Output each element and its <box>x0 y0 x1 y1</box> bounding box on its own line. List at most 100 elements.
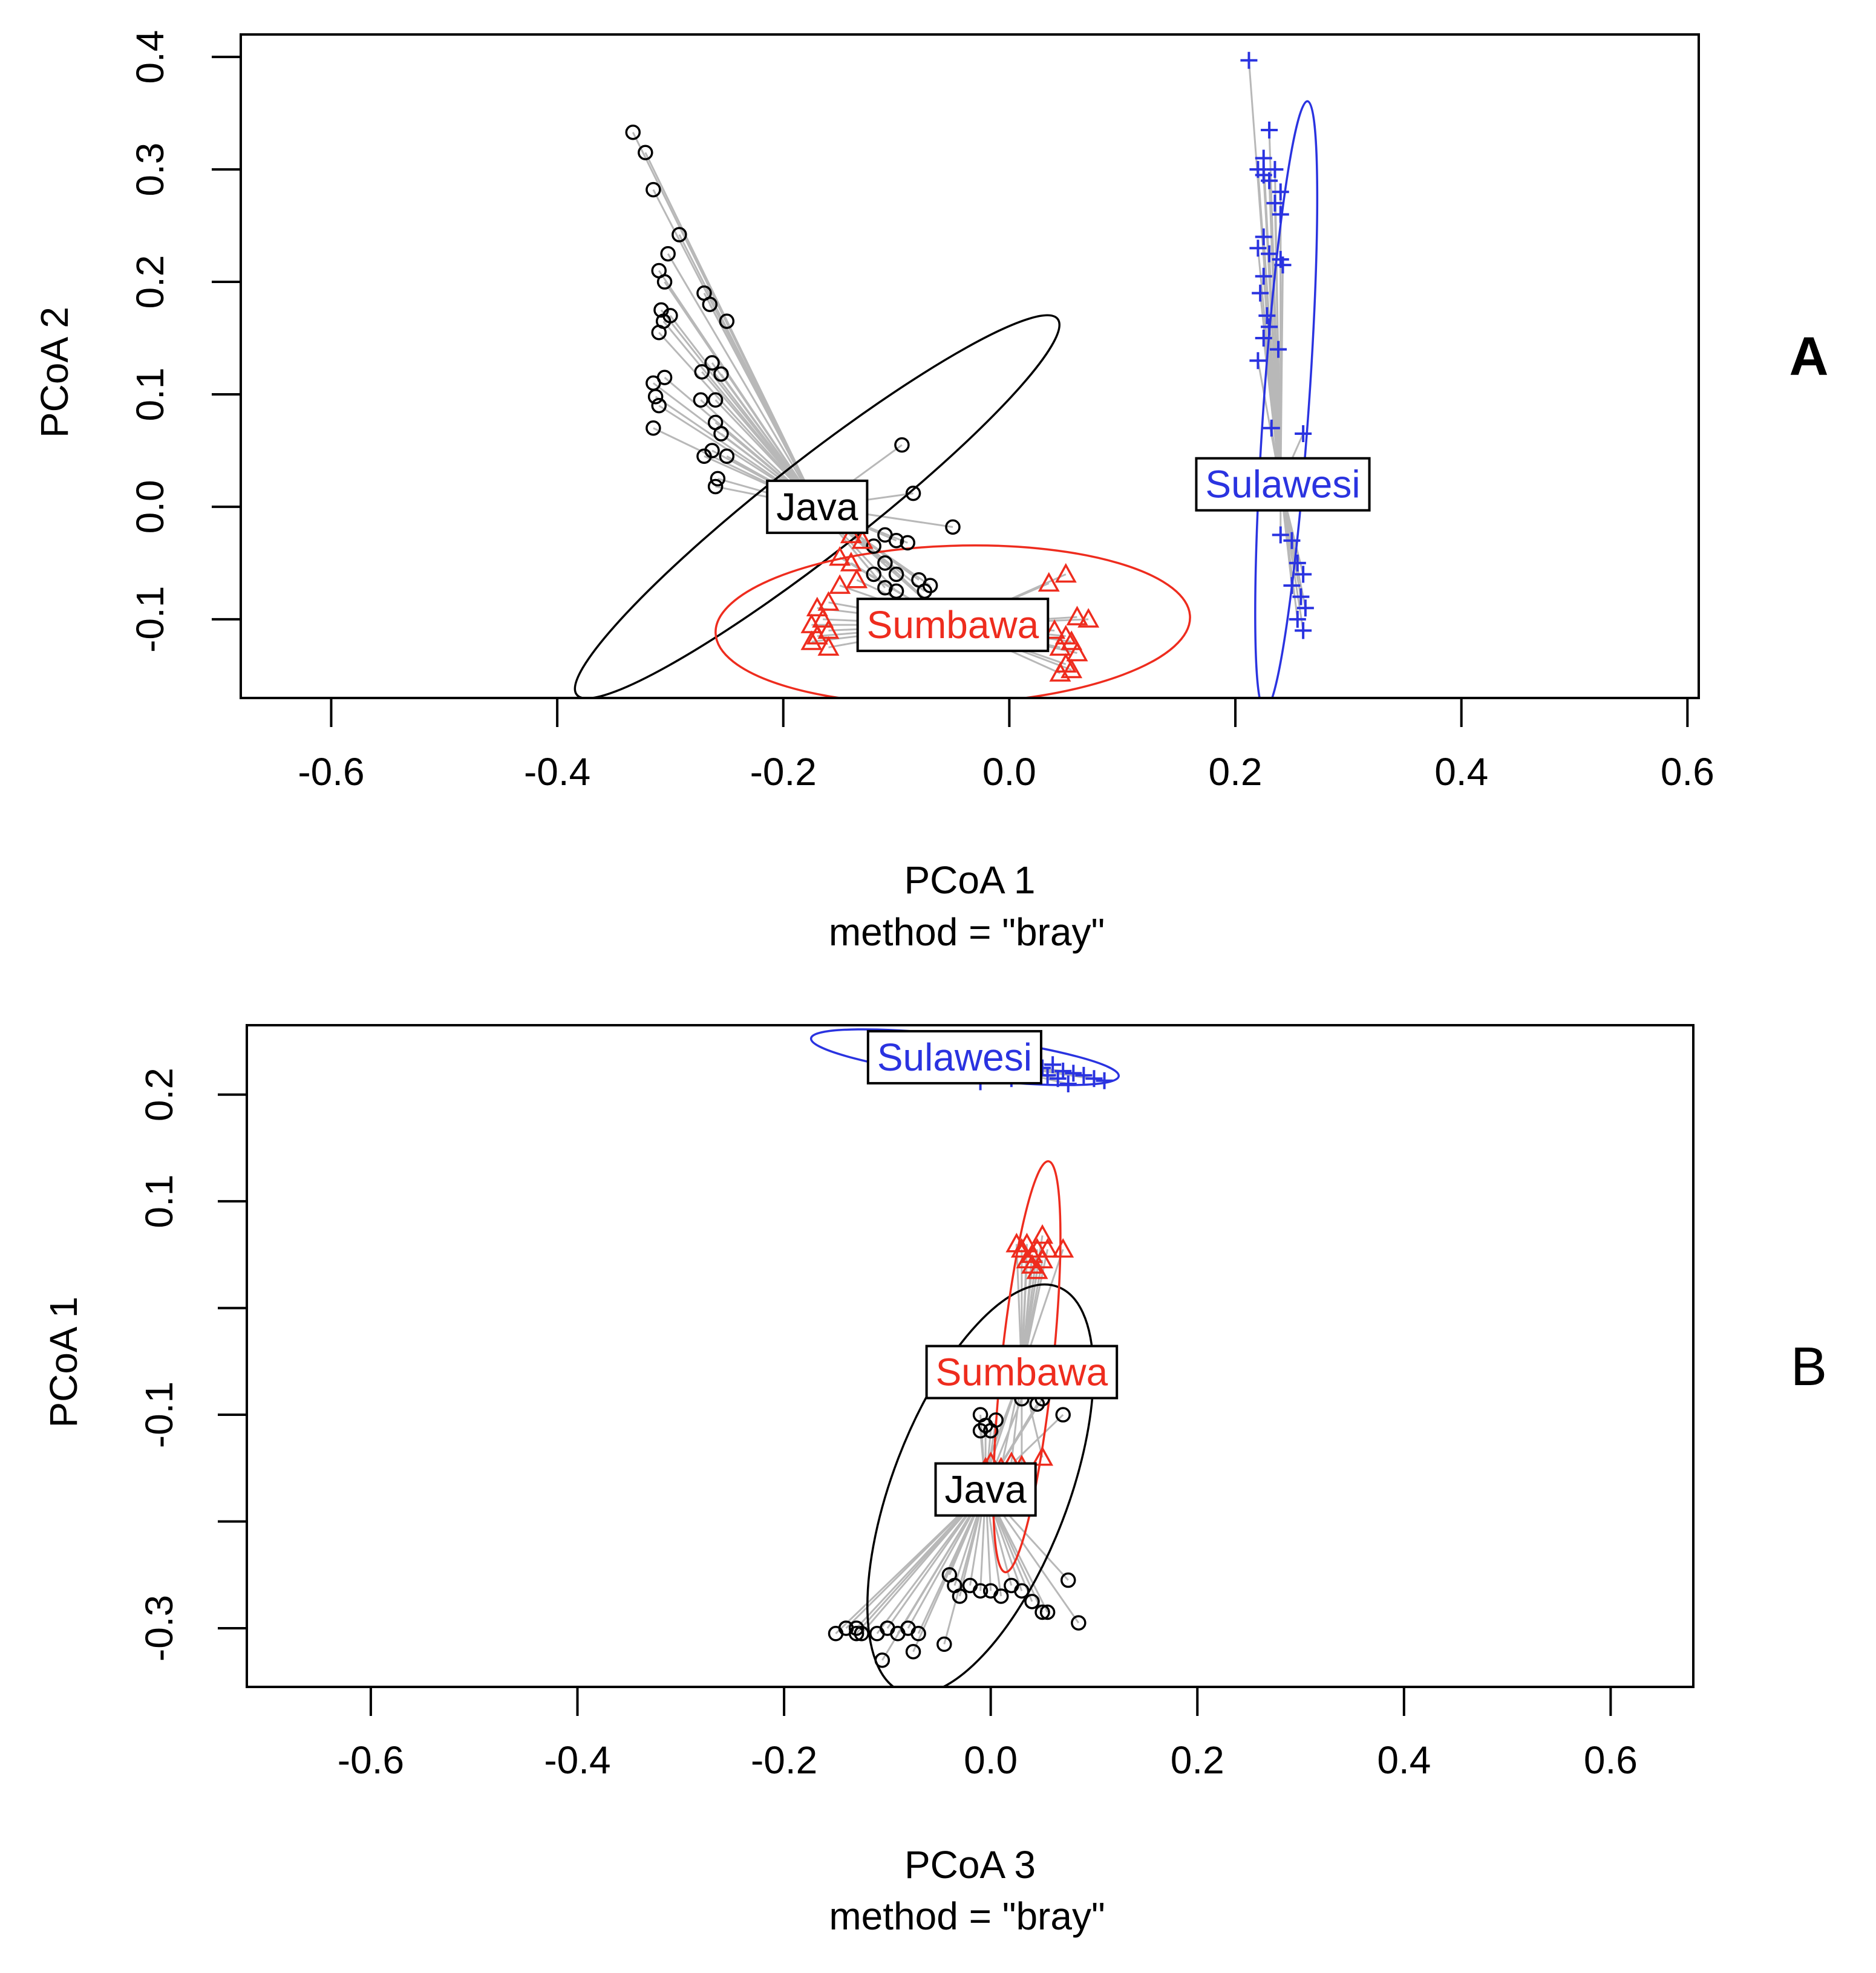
panel-a-java-point <box>656 274 673 290</box>
panel-b-sulawesi-point <box>1049 1070 1067 1088</box>
panel-a-java-point <box>660 246 676 262</box>
panel-b-sumbawa-point <box>1031 1224 1054 1244</box>
panel-a-sulawesi-point <box>1283 577 1301 595</box>
panel-a-sulawesi-point <box>1272 206 1289 223</box>
panel-b-letter: B <box>1791 1337 1827 1397</box>
panel-b-y-tick-label: 0.2 <box>137 1068 181 1121</box>
panel-b-java-label-text: Java <box>945 1468 1027 1512</box>
panel-b-java-label: Java <box>934 1462 1037 1517</box>
panel-b-java-point <box>982 1423 999 1439</box>
panel-b-x-tick-label: -0.2 <box>751 1738 817 1782</box>
panel-a-java-point <box>647 388 664 405</box>
panel-a-y-tick-label: 0.4 <box>128 30 172 84</box>
panel-b-sumbawa-label-box <box>925 1345 1119 1400</box>
panel-a-sumbawa-label: Sumbawa <box>856 598 1050 653</box>
panel-a-sulawesi-point <box>1296 599 1314 617</box>
panel-a-sumbawa-point <box>1061 658 1083 679</box>
panel-a-sulawesi-point <box>1295 622 1312 639</box>
panel-a-sulawesi-point <box>1249 240 1267 257</box>
panel-a-x-tick-label: 0.0 <box>982 750 1036 794</box>
panel-b-java-point <box>910 1626 926 1642</box>
panel-a-sumbawa-point <box>1038 572 1060 592</box>
panel-a-java-point <box>693 392 709 408</box>
panel-a-y-axis-label: PCoA 2 <box>33 307 76 438</box>
panel-a-sulawesi-point <box>1270 341 1287 358</box>
panel-a-spider-line <box>664 281 819 507</box>
panel-a-sulawesi-point <box>1261 318 1278 336</box>
panel-b-java-point <box>1039 1604 1056 1620</box>
panel-a-java-point <box>625 125 641 140</box>
panel-a-sumbawa-point <box>1077 608 1100 628</box>
panel-a-java-point <box>651 397 667 414</box>
panel-a-sulawesi-point <box>1249 352 1267 370</box>
panel-a-method-label: method = "bray" <box>829 910 1105 954</box>
panel-b-x-tick-label: 0.0 <box>964 1738 1018 1782</box>
panel-b-java-point <box>993 1588 1009 1604</box>
panel-a-sulawesi-ellipse <box>1254 100 1319 698</box>
panel-b-java-point <box>869 1626 885 1642</box>
panel-a-sulawesi-point <box>1258 307 1276 324</box>
panel-a-sumbawa-point <box>846 569 868 589</box>
panel-a-java-point <box>877 555 893 571</box>
panel-a-sulawesi-point <box>1255 228 1272 246</box>
panel-a-java-point <box>719 448 735 464</box>
panel-b-chart: Java Sumbawa Sulawesi -0.6 -0.4 -0.2 0.0 0.2 0.4… <box>42 1024 1827 1938</box>
panel-a-sulawesi-point <box>1252 284 1269 302</box>
panel-a-java-point <box>645 181 661 198</box>
panel-a-sulawesi-point <box>1255 149 1272 167</box>
panel-b-sumbawa-label: Sumbawa <box>925 1345 1119 1400</box>
panel-a-java-point <box>707 478 724 495</box>
panel-a-java-point <box>713 366 729 382</box>
panel-a-sumbawa-point <box>806 596 828 617</box>
panel-a-sulawesi-point <box>1255 330 1272 347</box>
panel-a-sumbawa-point <box>1054 563 1077 583</box>
panel-a-sumbawa-point <box>800 630 823 650</box>
panel-a-java-point <box>894 437 910 453</box>
panel-a-java-point <box>888 532 904 549</box>
panel-b-spider-line <box>881 1489 987 1661</box>
panel-b-x-tick-label: 0.2 <box>1171 1738 1224 1782</box>
panel-a-y-tick-label: 0.0 <box>128 480 172 533</box>
panel-a-sulawesi-point <box>1266 161 1284 178</box>
panel-a-java-point <box>707 392 724 408</box>
panel-a-sumbawa-ellipse <box>714 544 1191 698</box>
panel-a-sulawesi-point <box>1283 532 1301 549</box>
panel-a-sulawesi-point <box>1274 256 1292 274</box>
panel-a-spider-line <box>669 315 818 507</box>
panel-a-sulawesi-point <box>1261 172 1278 189</box>
panel-a-java-point <box>945 519 961 535</box>
panel-a-x-tick-label: 0.6 <box>1661 750 1714 794</box>
panel-a-sulawesi-point <box>1272 183 1289 201</box>
panel-a-plot-area <box>574 51 1319 698</box>
panel-b-sumbawa-point <box>1031 1446 1054 1466</box>
panel-a-sumbawa-point <box>829 574 851 594</box>
panel-b-java-point <box>854 1626 869 1642</box>
panel-b-y-axis-label: PCoA 1 <box>42 1296 85 1427</box>
panel-a-sumbawa-point <box>829 546 851 566</box>
panel-b-sulawesi-point <box>1075 1066 1093 1084</box>
panel-a-java-point <box>719 313 735 329</box>
panel-a-sulawesi-point <box>1263 419 1280 437</box>
panel-a-x-tick-label: 0.2 <box>1209 750 1263 794</box>
panel-a-java-point <box>713 426 729 442</box>
panel-a-java-point <box>888 566 904 582</box>
panel-b-java-point <box>1071 1615 1087 1631</box>
panel-a-sulawesi-point <box>1272 526 1289 544</box>
panel-b-x-tick-label: 0.6 <box>1584 1738 1638 1782</box>
panel-a-java-label: Java <box>766 479 869 534</box>
panel-a-y-tick-label: -0.1 <box>128 586 172 653</box>
panel-a-java-ellipse <box>574 314 1061 698</box>
panel-a-java-point <box>694 364 710 380</box>
panel-b-x-tick-label: -0.6 <box>338 1738 404 1782</box>
panel-b-java-point <box>936 1636 952 1652</box>
panel-b-sulawesi-point <box>1085 1070 1103 1088</box>
panel-b-x-tick-label: -0.4 <box>544 1738 610 1782</box>
panel-a-sulawesi-label-text: Sulawesi <box>1205 463 1360 506</box>
panel-a-java-point <box>651 324 667 341</box>
panel-a-sulawesi-point <box>1266 194 1284 212</box>
panel-a-java-point <box>662 308 678 324</box>
panel-a-sumbawa-point <box>1049 662 1071 682</box>
panel-b-java-point <box>1060 1572 1076 1588</box>
panel-b-java-point <box>1055 1407 1071 1423</box>
